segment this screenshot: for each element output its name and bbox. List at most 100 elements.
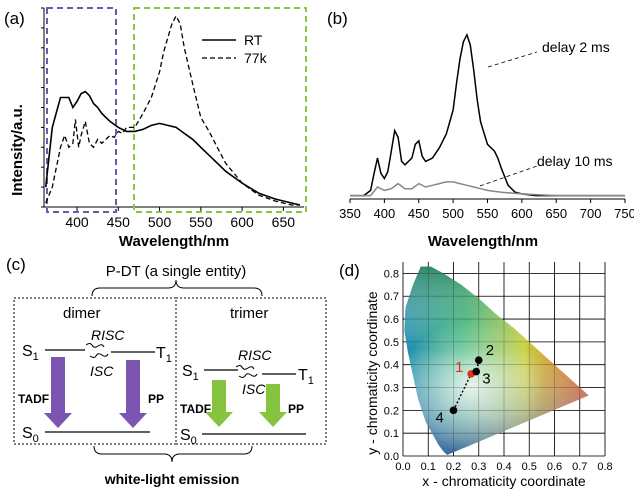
panel-b-xtick-label: 700 bbox=[580, 206, 602, 221]
panel-d-ytick-label: 0.3 bbox=[384, 383, 399, 395]
cie-grid-overlay bbox=[402, 262, 606, 457]
panel-a-purple-box bbox=[46, 7, 117, 213]
panel-d-xtick-label: 0.5 bbox=[522, 461, 537, 473]
cie-points: 1 2 3 4 bbox=[436, 342, 495, 426]
panel-d-letter: (d) bbox=[339, 261, 360, 280]
panel-d-xtick-label: 0.8 bbox=[597, 461, 612, 473]
panel-d-xtick-label: 0.4 bbox=[496, 461, 511, 473]
panel-b-2ms-leader bbox=[487, 51, 538, 68]
top-brace bbox=[91, 279, 263, 297]
cie-point-label-2: 2 bbox=[486, 342, 494, 359]
panel-d-xtick-label: 0.0 bbox=[395, 461, 410, 473]
cie-point-label-3: 3 bbox=[482, 371, 490, 388]
panel-b-xtick-label: 550 bbox=[477, 206, 499, 221]
panel-a-xtick-label: 600 bbox=[230, 214, 254, 230]
panel-a-ylabel: Intensity/a.u. bbox=[9, 104, 26, 196]
panel-d-ytick-label: 0.5 bbox=[384, 337, 399, 349]
dimer-pp-arrow bbox=[119, 360, 147, 428]
dimer-isc-squiggle bbox=[89, 353, 109, 358]
trimer-label: trimer bbox=[230, 305, 268, 322]
panel-a: (a) Intensity/a.u. 400 450 500 550 600 650 RT… bbox=[4, 7, 307, 250]
panel-a-xtick-label: 650 bbox=[272, 214, 296, 230]
cie-point-2 bbox=[474, 356, 483, 364]
panel-b-letter: (b) bbox=[327, 9, 348, 28]
panel-c-title: P-DT (a single entity) bbox=[106, 263, 247, 280]
panel-b-2ms-label: delay 2 ms bbox=[542, 39, 610, 55]
legend-rt-label: RT bbox=[244, 32, 263, 48]
trimer-risc-squiggle bbox=[235, 365, 255, 370]
cie-point-label-1: 1 bbox=[455, 359, 463, 376]
panel-b-10ms-line bbox=[350, 181, 625, 197]
panel-d-ticks: 0.0 0.1 0.2 0.3 0.4 0.5 0.6 0.7 0.8 0.0 0.1 0.2 0.3 0… bbox=[384, 268, 613, 473]
panel-a-xlabel: Wavelength/nm bbox=[119, 233, 229, 250]
trimer-isc-squiggle bbox=[238, 373, 258, 378]
panel-b-xtick-label: 650 bbox=[545, 206, 567, 221]
dimer-risc-squiggle bbox=[85, 343, 105, 348]
panel-b-10ms-label: delay 10 ms bbox=[537, 153, 612, 169]
white-light-label: white-light emission bbox=[104, 471, 240, 487]
trimer-isc: ISC bbox=[242, 381, 266, 397]
panel-b-xtick-label: 500 bbox=[442, 206, 464, 221]
panel-d-ylabel: y - chromaticity coordinate bbox=[364, 291, 380, 455]
panel-a-xtick-label: 450 bbox=[107, 214, 131, 230]
panel-d-ytick-label: 0.0 bbox=[384, 451, 399, 463]
panel-c-letter: (c) bbox=[6, 255, 26, 274]
panel-d-xlabel: x - chromaticity coordinate bbox=[422, 473, 586, 489]
panel-b-xtick-label: 450 bbox=[408, 206, 430, 221]
panel-d-ytick-label: 0.8 bbox=[384, 268, 399, 280]
cie-point-3 bbox=[472, 367, 481, 376]
dimer-tadf-label: TADF bbox=[18, 392, 49, 406]
dimer-risc: RISC bbox=[91, 327, 125, 343]
panel-b-10ms-leader bbox=[479, 165, 538, 187]
panel-b-xtick-label: 350 bbox=[339, 206, 361, 221]
bottom-brace bbox=[93, 445, 253, 463]
dimer-label: dimer bbox=[63, 305, 101, 322]
dimer-isc: ISC bbox=[90, 363, 114, 379]
panel-a-77k-line bbox=[45, 14, 300, 206]
trimer-tadf-label: TADF bbox=[180, 402, 211, 416]
panel-d-xtick-label: 0.1 bbox=[421, 461, 436, 473]
dimer-tadf-arrow bbox=[44, 357, 72, 428]
panel-a-xtick-label: 500 bbox=[148, 214, 172, 230]
panel-d-ytick-label: 0.6 bbox=[384, 314, 399, 326]
cie-point-path bbox=[452, 359, 480, 411]
panel-b: (b) 350 400 450 500 550 600 650 700 750 delay 2 … bbox=[327, 9, 634, 250]
panel-a-xtick-label: 550 bbox=[189, 214, 213, 230]
dimer-t1: T1 bbox=[156, 345, 172, 365]
dimer-s1: S1 bbox=[22, 343, 39, 363]
panel-b-2ms-line bbox=[350, 32, 625, 197]
dimer-box bbox=[13, 297, 177, 445]
dimer-pp-label: PP bbox=[148, 392, 164, 406]
trimer-pp-arrow bbox=[259, 384, 287, 427]
panel-a-yticks bbox=[41, 7, 44, 208]
panel-d-ytick-label: 0.1 bbox=[384, 428, 399, 440]
cie-point-label-4: 4 bbox=[436, 409, 444, 426]
panel-d-xtick-label: 0.3 bbox=[471, 461, 486, 473]
trimer-t1: T1 bbox=[298, 367, 314, 387]
cie-gamut bbox=[404, 266, 589, 455]
panel-c: (c) P-DT (a single entity) dimer S1 RISC… bbox=[6, 255, 327, 487]
trimer-pp-label: PP bbox=[288, 402, 304, 416]
panel-d-ytick-label: 0.7 bbox=[384, 291, 399, 303]
trimer-s1: S1 bbox=[182, 363, 199, 383]
panel-d-xtick-label: 0.6 bbox=[547, 461, 562, 473]
panel-b-xtick-label: 750 bbox=[614, 206, 634, 221]
panel-d-xtick-label: 0.2 bbox=[446, 461, 461, 473]
panel-a-letter: (a) bbox=[4, 9, 25, 28]
panel-b-xlabel: Wavelength/nm bbox=[428, 233, 538, 250]
trimer-tadf-arrow bbox=[205, 380, 233, 427]
trimer-s0: S0 bbox=[180, 427, 197, 447]
panel-d: (d) 0.0 0.1 0.2 0.3 0.4 0.5 0.6 0.7 0.8 0.0 0.1 0.2… bbox=[339, 261, 613, 489]
panel-a-green-box bbox=[133, 7, 307, 213]
panel-a-xtick-label: 400 bbox=[65, 214, 89, 230]
panel-d-ytick-label: 0.4 bbox=[384, 360, 399, 372]
legend-77k-label: 77k bbox=[244, 50, 268, 66]
trimer-risc: RISC bbox=[238, 347, 272, 363]
panel-a-xticks: 400 450 500 550 600 650 bbox=[65, 207, 295, 230]
panel-b-xtick-label: 400 bbox=[374, 206, 396, 221]
panel-b-xticks: 350 400 450 500 550 600 650 700 750 bbox=[339, 199, 634, 221]
panel-d-xtick-label: 0.7 bbox=[572, 461, 587, 473]
panel-d-ytick-label: 0.2 bbox=[384, 405, 399, 417]
cie-point-4 bbox=[449, 406, 458, 415]
